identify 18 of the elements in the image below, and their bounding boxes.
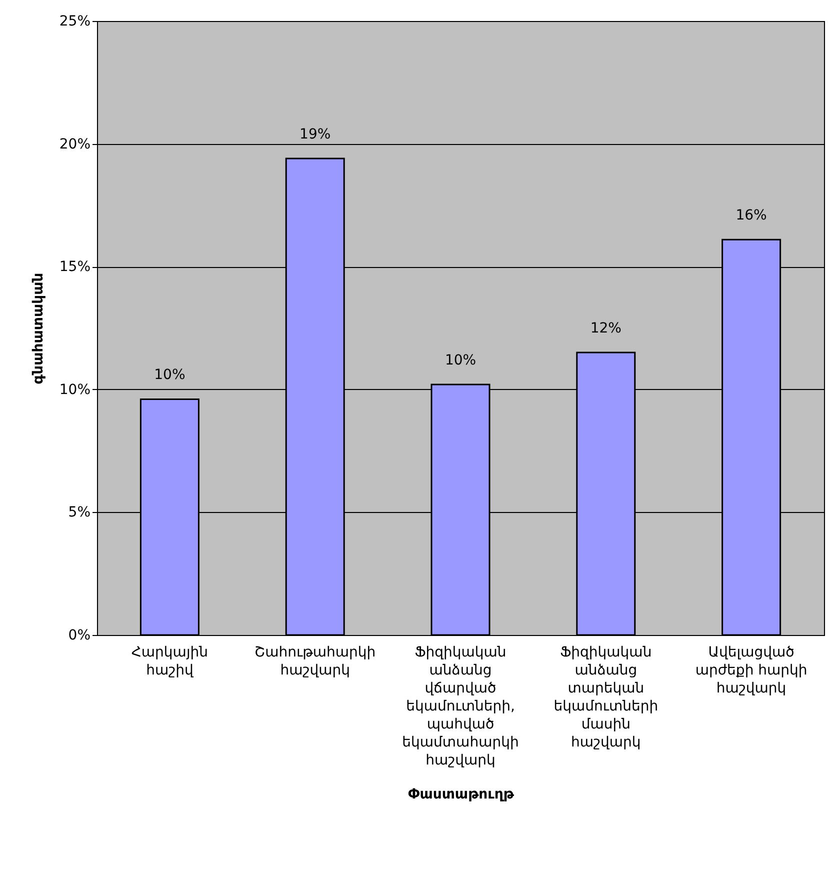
x-tick-label: Շահութահարկի հաշվարկ: [254, 644, 376, 678]
data-label: 12%: [590, 320, 622, 337]
x-tick-label: Հարկային հաշիվ: [131, 644, 208, 678]
x-tick-label: Ավելացված արժեքի հարկի հաշվարկ: [695, 644, 808, 696]
data-label: 10%: [444, 352, 476, 368]
y-tick-label: 20%: [59, 136, 90, 152]
data-label: 10%: [154, 367, 186, 384]
y-tick-label: 25%: [59, 14, 90, 30]
data-label: 16%: [736, 208, 767, 224]
data-label: 19%: [300, 126, 331, 143]
x-tick-label: Ֆիզիկական անձանց տարեկան եկամուտների մասին հաշվարկ: [554, 644, 658, 750]
y-axis-title: գնահատական: [30, 272, 46, 384]
y-tick-label: 0%: [68, 628, 90, 644]
y-tick-label: 10%: [59, 382, 90, 398]
x-tick-label: Ֆիզիկական անձանց վճարված եկամուտների, պահված եկամտահարկի հաշվարկ: [402, 644, 519, 768]
x-axis-title: Փաստաթուղթ: [408, 786, 514, 802]
y-tick-label: 5%: [68, 504, 90, 521]
y-tick-label: 15%: [59, 259, 90, 276]
